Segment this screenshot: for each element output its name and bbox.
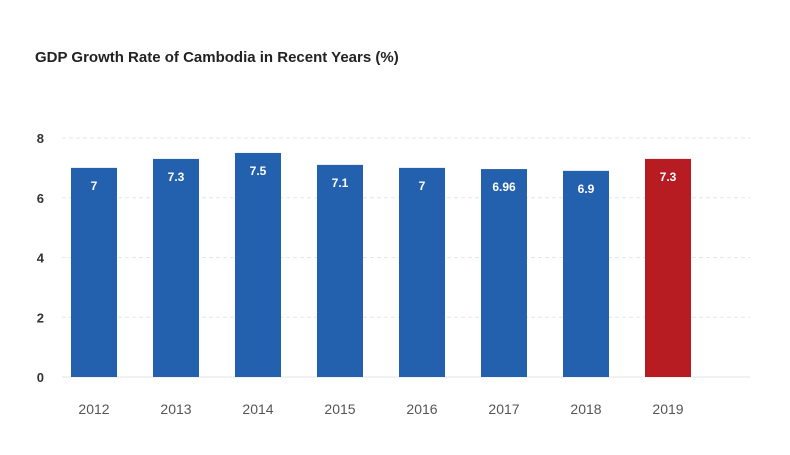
- bar: [153, 158, 199, 377]
- bar: [481, 169, 527, 377]
- y-tick-label: 0: [37, 370, 44, 385]
- bar: [317, 164, 363, 377]
- y-tick-label: 2: [37, 310, 44, 325]
- data-label: 7.3: [168, 170, 185, 184]
- bar: [645, 158, 691, 377]
- data-label: 7.5: [250, 164, 267, 178]
- x-axis-ticks: 2012 2013 2014 2015 2016 2017 2018 2019: [78, 401, 683, 417]
- bar: [563, 170, 609, 377]
- x-tick-label: 2012: [78, 401, 109, 417]
- chart-title: GDP Growth Rate of Cambodia in Recent Ye…: [35, 49, 399, 66]
- bar: [71, 167, 117, 377]
- data-label: 6.96: [492, 180, 516, 194]
- x-tick-label: 2017: [488, 401, 519, 417]
- x-tick-label: 2015: [324, 401, 355, 417]
- y-tick-label: 6: [37, 191, 44, 206]
- x-tick-label: 2014: [242, 401, 273, 417]
- data-labels: 7 7.3 7.5 7.1 7 6.96 6.9 7.3: [91, 164, 677, 196]
- y-tick-label: 8: [37, 131, 44, 146]
- data-label: 7: [419, 179, 426, 193]
- bar: [235, 152, 281, 377]
- data-label: 7.1: [332, 176, 349, 190]
- x-tick-label: 2016: [406, 401, 437, 417]
- bars: [71, 152, 691, 377]
- x-tick-label: 2019: [652, 401, 683, 417]
- data-label: 7: [91, 179, 98, 193]
- x-tick-label: 2013: [160, 401, 191, 417]
- y-tick-label: 4: [37, 251, 45, 266]
- data-label: 7.3: [660, 170, 677, 184]
- y-axis-ticks: 0 2 4 6 8: [37, 131, 45, 385]
- data-label: 6.9: [578, 182, 595, 196]
- x-tick-label: 2018: [570, 401, 601, 417]
- bar: [399, 167, 445, 377]
